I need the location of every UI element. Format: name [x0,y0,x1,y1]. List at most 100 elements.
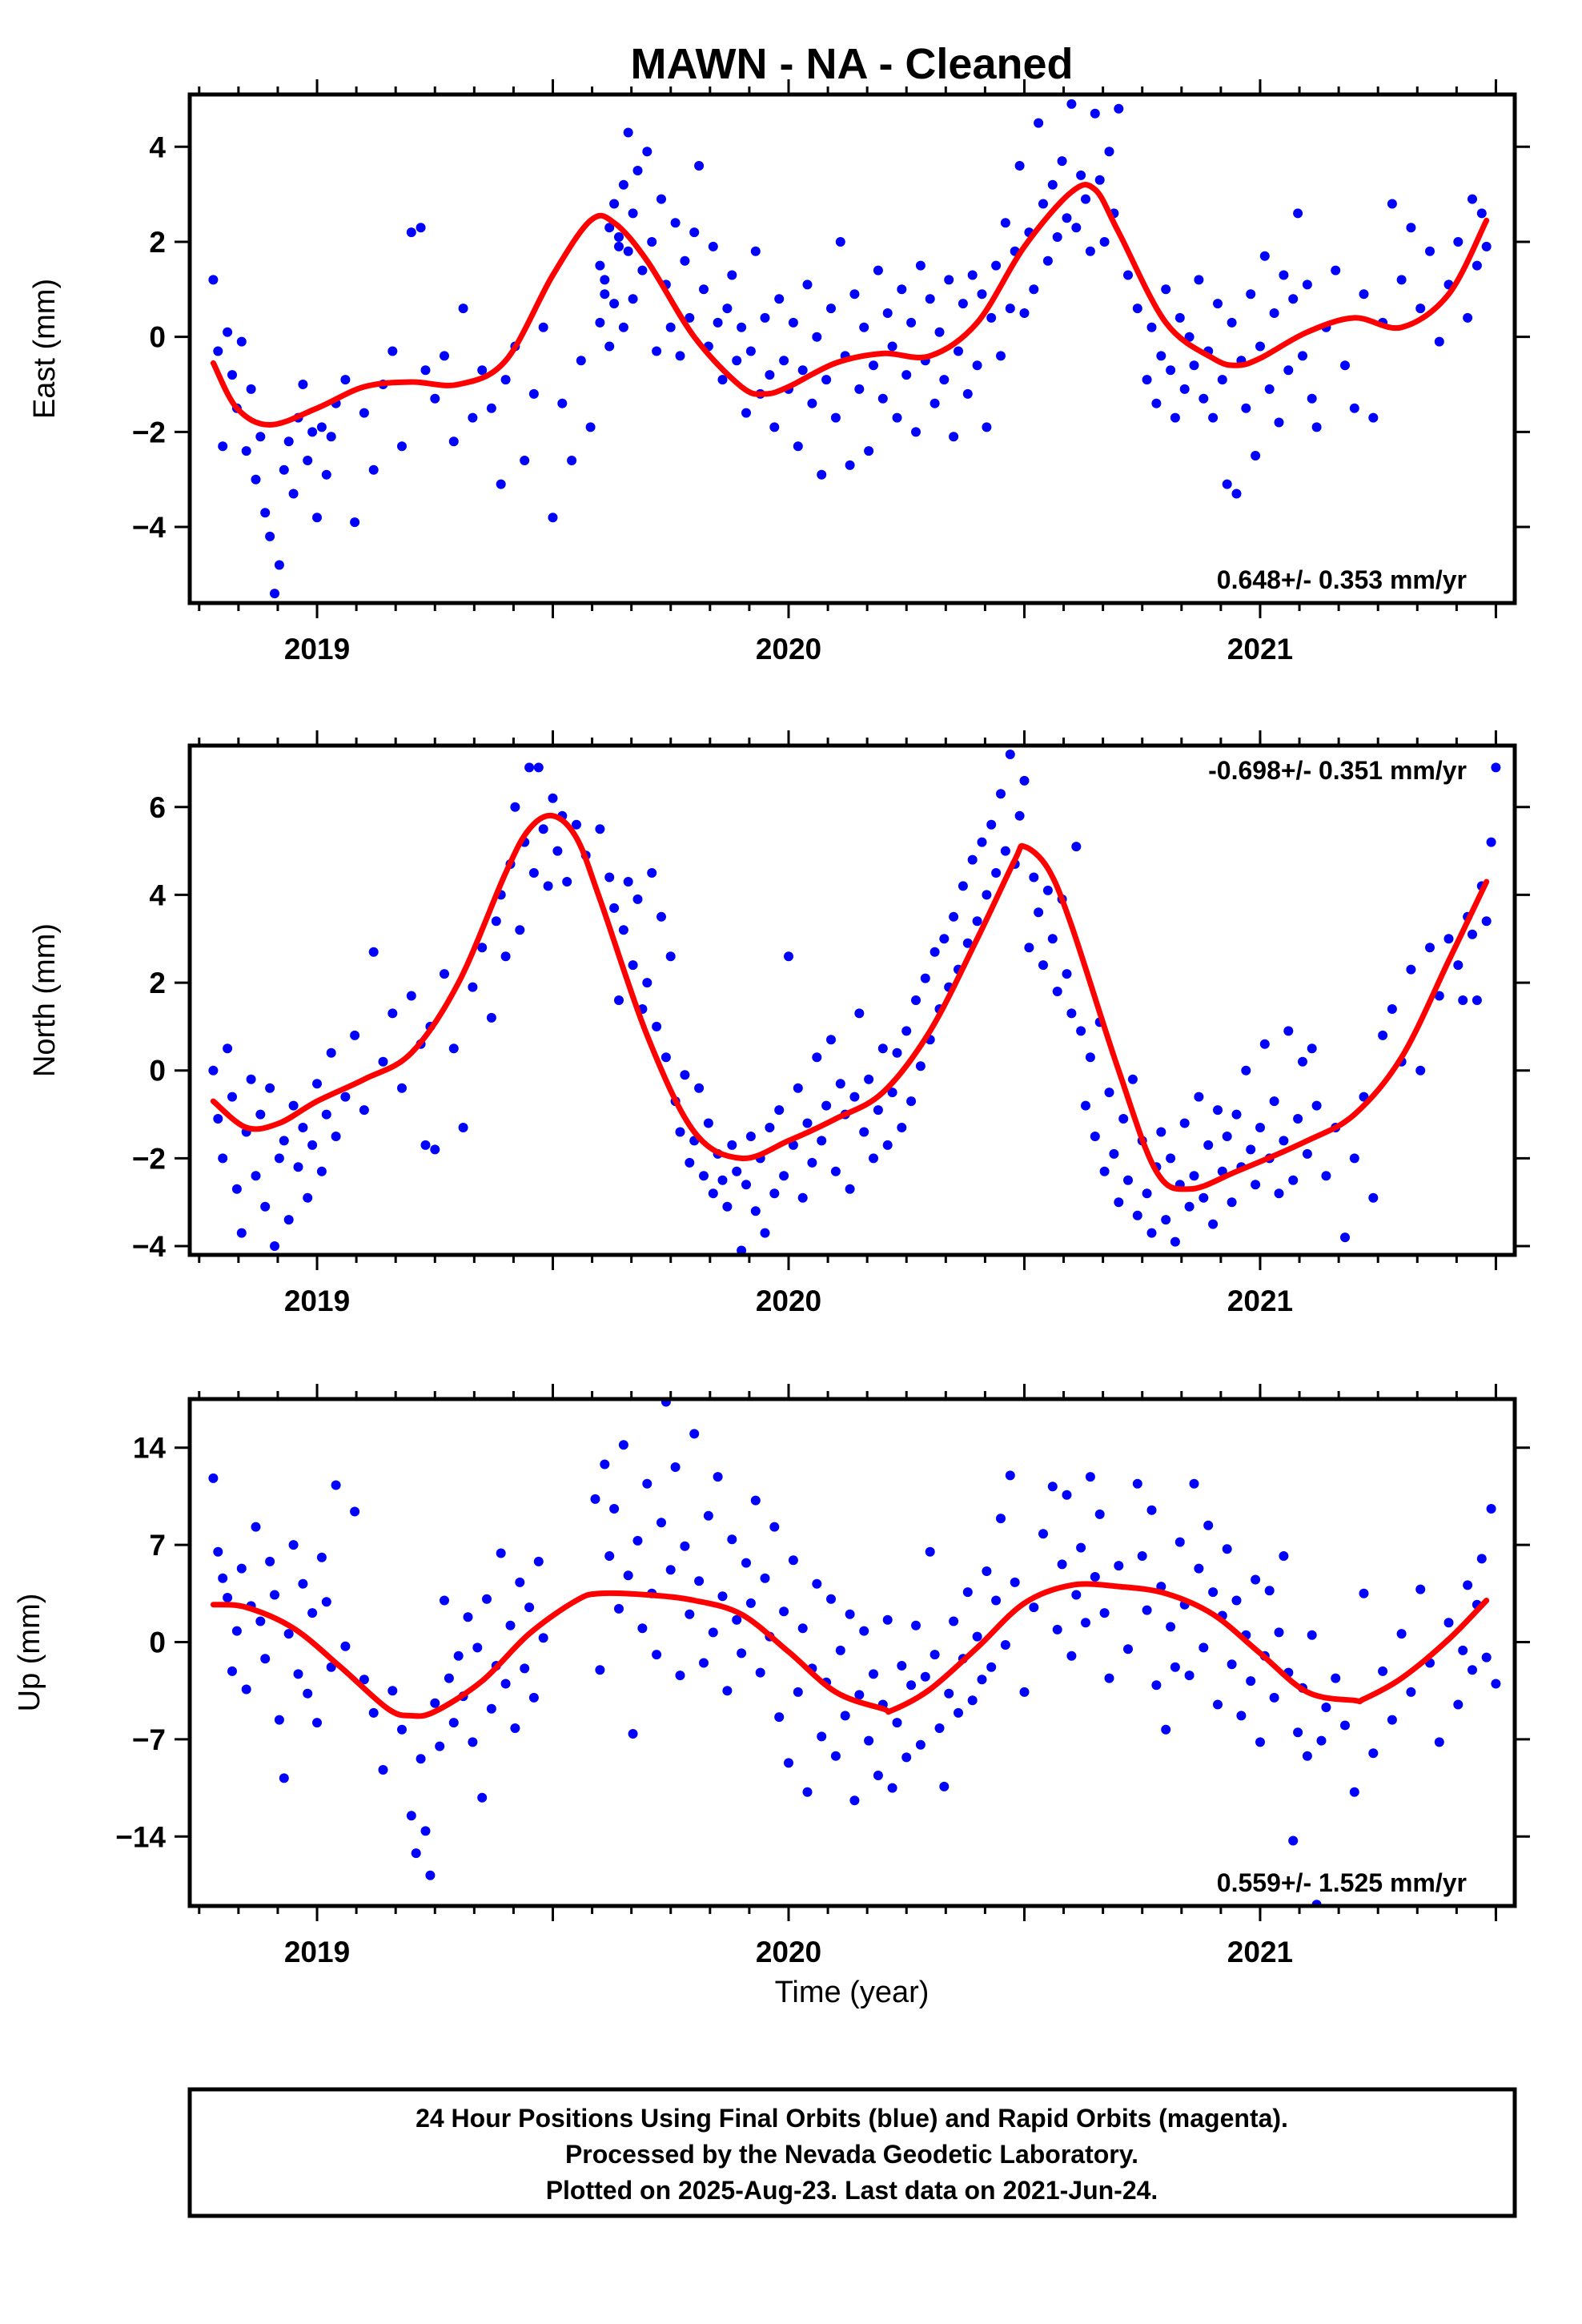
data-point [675,1671,685,1681]
data-point [270,589,279,599]
footer-box [187,2087,1517,2218]
data-point [538,824,548,834]
data-point [1047,179,1058,190]
data-point [812,1578,822,1589]
fit-curve [210,1581,1490,1719]
data-point [236,1228,247,1238]
data-point [675,351,685,361]
data-point [849,1795,860,1806]
data-point [737,1648,747,1659]
data-point [877,393,888,404]
data-point [1387,199,1397,209]
data-point [1085,1472,1095,1482]
data-point [996,789,1006,799]
data-point [321,469,331,480]
y-tick-label: −14 [115,1820,166,1853]
data-point [218,1573,228,1583]
data-point [1137,1551,1147,1561]
data-point [1208,412,1219,423]
data-point [468,412,478,423]
data-point [1279,270,1289,280]
data-point [699,284,709,295]
data-point [618,322,628,332]
data-point [340,1641,351,1651]
data-point [321,1109,331,1120]
data-point [1099,1608,1110,1618]
points-group [208,750,1501,1255]
data-point [1349,1787,1359,1797]
data-point [632,1535,643,1546]
data-point [1368,412,1379,423]
data-point [265,1556,275,1566]
data-point [1000,846,1010,856]
data-point [430,393,440,404]
data-point [774,294,785,304]
data-point [1255,1123,1265,1132]
data-point [732,1166,742,1176]
data-point [283,436,294,447]
data-point [1123,1644,1133,1655]
data-point [892,1718,902,1728]
data-point [218,1153,228,1164]
data-point [340,375,351,385]
data-point [520,1663,530,1674]
data-point [260,1201,271,1212]
data-point [533,1556,544,1566]
data-point [1199,1642,1209,1653]
data-point [1222,1544,1232,1554]
data-point [982,890,992,900]
data-point [420,365,431,376]
data-point [1259,1039,1270,1049]
y-tick-label: 0 [149,321,166,354]
data-point [642,978,652,988]
data-point [901,1752,912,1763]
data-point [1156,351,1166,361]
data-point [892,1047,902,1058]
data-point [585,422,596,432]
data-point [826,1594,836,1604]
data-point [1311,1100,1322,1111]
panel-2: 2019 2020 2021 −14 −7 0 7 14 Up (mm) 0.559+/- 1.5… [13,1384,1530,1968]
data-point [350,1030,360,1040]
plot-frame [187,743,1517,1257]
data-point [458,304,468,314]
data-point [1000,218,1010,228]
data-point [722,1686,733,1696]
data-point [227,370,237,380]
data-point [972,360,982,371]
data-point [524,1602,535,1613]
data-point [930,398,940,408]
data-point [854,1690,865,1700]
data-point [1005,750,1015,759]
data-point [477,1792,488,1803]
data-point [934,1723,945,1733]
y-axis-title: North (mm) [28,923,62,1077]
data-point [528,1692,539,1703]
data-point [1062,969,1072,979]
y-tick-label: 6 [149,791,166,824]
data-point [1349,403,1359,413]
data-point [1194,1563,1204,1574]
data-point [524,762,535,773]
data-point [623,246,633,256]
chart-title: MAWN - NA - Cleaned [631,40,1074,88]
data-point [906,1680,917,1691]
y-tick-label: 14 [133,1432,167,1465]
data-point [420,1826,431,1836]
data-point [1161,1215,1171,1225]
y-axis-title: East (mm) [28,279,62,419]
data-point [637,1623,648,1634]
data-point [1406,223,1416,233]
data-point [741,408,751,418]
data-point [1302,279,1312,290]
data-point [1458,1645,1468,1655]
data-point [1029,1602,1039,1613]
data-point [397,1724,407,1735]
data-point [962,388,973,399]
data-point [307,1608,318,1618]
data-point [1076,170,1086,180]
data-point [533,762,544,773]
data-point [260,1654,271,1664]
data-point [1415,1584,1426,1594]
data-point [779,1606,789,1617]
